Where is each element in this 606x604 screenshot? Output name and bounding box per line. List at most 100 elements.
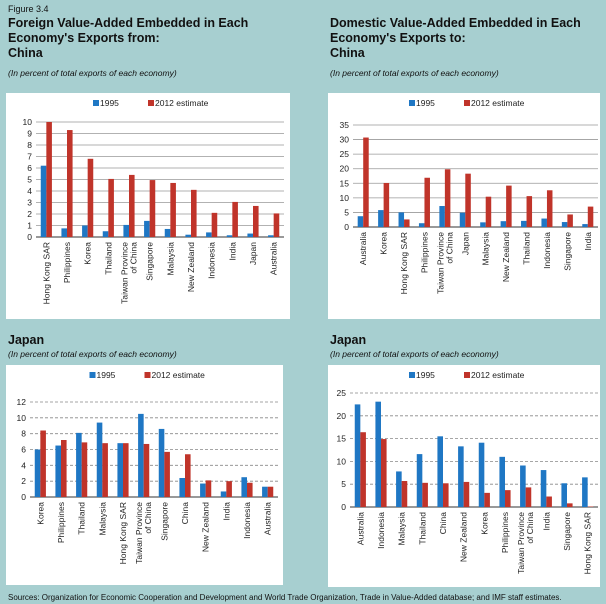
x-tick-label: Singapore	[562, 512, 572, 551]
bar-1995	[499, 456, 505, 507]
x-tick-label: India	[541, 512, 551, 531]
bar-2012	[247, 482, 253, 497]
sources-note: Sources: Organization for Economic Coope…	[8, 593, 562, 602]
bar-2012	[404, 219, 410, 227]
legend-swatch-1995	[409, 100, 415, 106]
chart-3-panel: 0 2 4 6 8 10 12 Korea Philippines Thailand Malaysi…	[6, 365, 283, 585]
bar-1995	[458, 446, 464, 507]
chart-1-title: Foreign Value-Added Embedded in Each Eco…	[8, 16, 288, 61]
bar-2012	[546, 496, 552, 507]
bar-2012	[185, 454, 191, 497]
bar-2012	[170, 182, 176, 237]
y-tick-label: 25	[340, 149, 350, 159]
x-tick-label: Australia	[263, 502, 273, 535]
bar-2012	[81, 442, 88, 497]
legend-swatch-1995	[89, 372, 96, 378]
legend-swatch-2012	[464, 372, 470, 378]
bar-2012	[526, 196, 533, 227]
bar-1995	[375, 401, 381, 507]
bar-2012	[546, 190, 553, 227]
chart-2-subtitle: China	[330, 46, 365, 60]
bar-1995	[521, 220, 527, 227]
legend-label: 2012 estimate	[471, 370, 525, 380]
bar-2012	[443, 483, 449, 507]
chart-1-subtitle: China	[8, 46, 43, 60]
x-tick-label: Thailand	[522, 232, 532, 265]
bar-1995	[76, 432, 82, 497]
legend-swatch-1995	[93, 100, 99, 106]
bar-1995	[480, 222, 486, 227]
bar-2012	[567, 214, 573, 227]
bar-2012	[102, 443, 108, 497]
bar-2012	[360, 432, 366, 507]
y-tick-label: 8	[27, 140, 32, 150]
y-tick-label: 20	[340, 164, 350, 174]
x-tick-label: Indonesia	[542, 232, 552, 269]
x-tick-label: of China	[525, 512, 535, 544]
legend-label: 1995	[100, 98, 119, 108]
y-tick-label: 5	[344, 207, 349, 217]
legend-label: 2012 estimate	[471, 98, 525, 108]
x-tick-label: Indonesia	[376, 512, 386, 549]
bar-1995	[437, 436, 443, 507]
bar-2012	[123, 443, 129, 497]
bar-1995	[179, 478, 185, 497]
bar-1995	[357, 216, 364, 227]
chart-2-title: Domestic Value-Added Embedded in Each Ec…	[330, 16, 600, 61]
bar-2012	[205, 480, 212, 497]
x-tick-label: Malaysia	[481, 232, 491, 266]
bar-1995	[123, 224, 129, 237]
chart-4-note: (In percent of total exports of each eco…	[330, 349, 499, 359]
bar-1995	[61, 228, 67, 237]
x-tick-label: China	[180, 502, 190, 524]
legend-swatch-1995	[409, 372, 415, 378]
x-tick-label: Taiwan Province	[134, 502, 144, 564]
x-tick-label: Philippines	[419, 232, 429, 273]
bar-2012	[87, 158, 94, 237]
chart-2-svg: 0 5 10 15 20 25 30 35 Australia Korea Hong Kong SA…	[340, 98, 598, 294]
chart-2-note: (In percent of total exports of each eco…	[330, 68, 499, 78]
chart-2-panel: 0 5 10 15 20 25 30 35 Australia Korea Hong Kong SA…	[328, 93, 600, 319]
x-tick-label: India	[227, 242, 237, 261]
legend-label: 2012 estimate	[155, 98, 209, 108]
x-tick-label: Philippines	[56, 502, 66, 543]
y-tick-label: 4	[21, 460, 26, 470]
y-tick-label: 10	[23, 117, 33, 127]
bar-1995	[398, 212, 405, 227]
y-tick-label: 6	[21, 445, 26, 455]
bar-1995	[541, 218, 547, 227]
bar-2012	[422, 482, 428, 507]
chart-3-note: (In percent of total exports of each eco…	[8, 349, 177, 359]
x-tick-label: Australia	[358, 232, 368, 265]
chart-1-note: (In percent of total exports of each eco…	[8, 68, 177, 78]
x-tick-label: Taiwan Province	[120, 242, 130, 304]
bar-2012	[444, 169, 451, 227]
bar-1995	[96, 422, 103, 497]
bar-2012	[465, 173, 471, 227]
bar-1995	[102, 231, 109, 237]
y-tick-label: 12	[17, 397, 27, 407]
chart-3-title: Japan	[8, 333, 45, 347]
bar-2012	[484, 492, 490, 507]
bar-2012	[401, 481, 408, 507]
bar-2012	[191, 189, 197, 237]
bar-1995	[500, 221, 507, 227]
legend-label: 1995	[416, 98, 435, 108]
bar-1995	[138, 413, 144, 497]
x-tick-label: Australia	[355, 512, 365, 545]
legend-label: 2012 estimate	[152, 370, 206, 380]
x-tick-label: India	[221, 502, 231, 521]
bar-1995	[40, 165, 47, 237]
bar-2012	[226, 481, 232, 497]
y-tick-label: 0	[341, 502, 346, 512]
x-tick-label: India	[583, 232, 593, 251]
bar-2012	[363, 137, 369, 227]
bar-2012	[149, 180, 156, 237]
x-tick-label: China	[438, 512, 448, 534]
y-tick-label: 35	[340, 120, 350, 130]
bar-1995	[247, 233, 253, 237]
bar-1995	[206, 232, 212, 237]
y-tick-label: 0	[344, 222, 349, 232]
bar-1995	[582, 224, 588, 227]
x-tick-label: Philippines	[62, 242, 72, 283]
